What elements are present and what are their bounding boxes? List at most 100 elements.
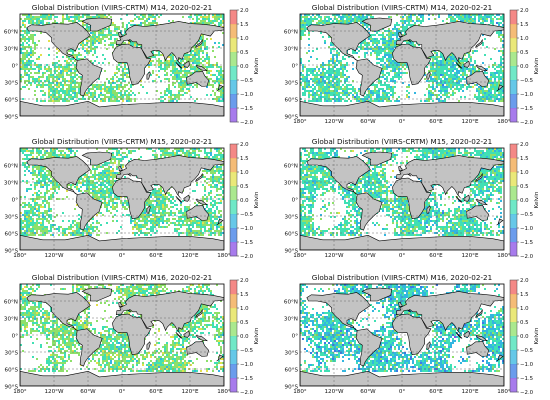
colorbar-tick-label: 2.0 xyxy=(240,142,249,148)
colorbar: 2.0 1.5 1.0 0.5 0.0 −0.5 −1.0 −1.5 −2.0 Kelvin xyxy=(229,278,260,396)
map-panel-5: Global Distribution (VIIRS-CRTM) M16, 20… xyxy=(4,273,260,396)
colorbar-tick-label: 1.5 xyxy=(520,156,529,162)
x-tick-label: 120°E xyxy=(181,253,198,259)
chart-title: Global Distribution (VIIRS-CRTM) M15, 20… xyxy=(312,137,492,146)
colorbar-tick-label: −2.0 xyxy=(520,254,534,260)
y-tick-label: 30°N xyxy=(284,316,298,322)
y-tick-label: 60°N xyxy=(4,163,18,169)
colorbar-tick-label: 1.0 xyxy=(520,36,529,42)
x-tick-label: 120°E xyxy=(461,389,478,395)
y-tick-label: 30°S xyxy=(5,80,19,86)
x-tick-label: 180° xyxy=(217,389,231,395)
y-tick-label: 90°S xyxy=(285,114,299,120)
colorbar-tick-label: −1.5 xyxy=(240,376,253,382)
colorbar-tick-label: −2.0 xyxy=(520,120,534,126)
x-tick-label: 0° xyxy=(399,119,406,125)
y-tick-label: 30°N xyxy=(4,180,18,186)
colorbar-tick-label: 1.5 xyxy=(240,292,249,298)
y-tick-label: 90°S xyxy=(285,248,299,254)
colorbar-tick-label: 0.5 xyxy=(520,184,529,190)
y-tick-label: 60°N xyxy=(4,299,18,305)
y-tick-label: 60°N xyxy=(284,29,298,35)
y-tick-label: 90°S xyxy=(5,384,19,390)
map-panel-6: Global Distribution (VIIRS-CRTM) M16, 20… xyxy=(284,273,540,396)
map-panel-2: Global Distribution (VIIRS-CRTM) M14, 20… xyxy=(284,3,540,126)
y-tick-label: 30°N xyxy=(284,180,298,186)
colorbar: 2.0 1.5 1.0 0.5 0.0 −0.5 −1.0 −1.5 −2.0 Kelvin xyxy=(509,8,540,126)
x-tick-label: 180° xyxy=(293,389,307,395)
map-panel-4: Global Distribution (VIIRS-CRTM) M15, 20… xyxy=(284,137,540,260)
colorbar-tick-label: 0.0 xyxy=(520,64,529,70)
y-tick-label: 60°S xyxy=(285,97,299,103)
colorbar-tick-label: 2.0 xyxy=(520,278,529,284)
x-tick-label: 180° xyxy=(13,389,27,395)
y-tick-label: 0° xyxy=(12,333,19,339)
x-tick-label: 180° xyxy=(497,119,511,125)
colorbar-tick-label: 1.0 xyxy=(520,170,529,176)
y-tick-label: 30°S xyxy=(5,350,19,356)
colorbar-label: Kelvin xyxy=(534,57,540,74)
colorbar-label: Kelvin xyxy=(254,327,260,344)
colorbar-tick-label: 0.5 xyxy=(240,50,249,56)
y-tick-label: 0° xyxy=(292,333,299,339)
x-tick-label: 120°E xyxy=(461,119,478,125)
y-tick-label: 90°S xyxy=(5,248,19,254)
colorbar-tick-label: −1.5 xyxy=(240,240,253,246)
map-panel-1: Global Distribution (VIIRS-CRTM) M14, 20… xyxy=(4,3,260,126)
x-tick-label: 180° xyxy=(13,253,27,259)
colorbar-tick-label: 0.5 xyxy=(240,184,249,190)
y-tick-label: 0° xyxy=(12,197,19,203)
colorbar-tick-label: −0.5 xyxy=(240,212,253,218)
x-tick-label: 120°W xyxy=(324,253,343,259)
colorbar-tick-label: 1.0 xyxy=(240,36,249,42)
map-frame xyxy=(299,283,505,387)
colorbar-tick-label: 1.0 xyxy=(240,306,249,312)
colorbar-tick-label: 1.0 xyxy=(520,306,529,312)
colorbar-tick-label: −1.0 xyxy=(240,362,254,368)
colorbar-tick-label: 2.0 xyxy=(520,142,529,148)
map-frame xyxy=(19,283,225,387)
map-frame xyxy=(19,13,225,117)
colorbar-tick-label: −1.0 xyxy=(240,226,254,232)
y-tick-label: 30°N xyxy=(4,316,18,322)
map-panel-3: Global Distribution (VIIRS-CRTM) M15, 20… xyxy=(4,137,260,260)
x-tick-label: 180° xyxy=(293,119,307,125)
x-tick-label: 120°E xyxy=(461,253,478,259)
gridlines xyxy=(20,284,224,386)
y-tick-label: 60°S xyxy=(5,97,19,103)
x-tick-label: 60°E xyxy=(429,389,443,395)
map-frame xyxy=(299,147,505,251)
x-tick-label: 180° xyxy=(497,389,511,395)
y-tick-label: 0° xyxy=(292,197,299,203)
colorbar-tick-label: −1.5 xyxy=(520,240,533,246)
colorbar-tick-label: −1.0 xyxy=(520,226,534,232)
land-masses xyxy=(300,151,504,250)
colorbar-tick-label: −1.5 xyxy=(520,106,533,112)
colorbar-tick-label: −0.5 xyxy=(520,212,533,218)
x-tick-label: 180° xyxy=(217,253,231,259)
y-tick-label: 0° xyxy=(292,63,299,69)
chart-title: Global Distribution (VIIRS-CRTM) M15, 20… xyxy=(32,137,212,146)
colorbar-tick-label: −1.0 xyxy=(520,362,534,368)
colorbar-tick-label: −1.5 xyxy=(240,106,253,112)
x-tick-label: 60°W xyxy=(80,253,96,259)
colorbar-tick-label: −0.5 xyxy=(520,78,533,84)
y-tick-label: 30°N xyxy=(284,46,298,52)
y-tick-label: 30°S xyxy=(5,214,19,220)
y-tick-label: 60°S xyxy=(5,231,19,237)
colorbar-label: Kelvin xyxy=(254,57,260,74)
colorbar: 2.0 1.5 1.0 0.5 0.0 −0.5 −1.0 −1.5 −2.0 Kelvin xyxy=(509,142,540,260)
y-tick-label: 60°N xyxy=(284,299,298,305)
colorbar-tick-label: 2.0 xyxy=(240,278,249,284)
y-tick-label: 30°S xyxy=(285,350,299,356)
colorbar-tick-label: −0.5 xyxy=(240,78,253,84)
x-tick-label: 120°W xyxy=(44,253,63,259)
gridlines xyxy=(20,148,224,250)
x-tick-label: 120°E xyxy=(181,389,198,395)
colorbar-tick-label: −1.0 xyxy=(520,92,534,98)
chart-title: Global Distribution (VIIRS-CRTM) M14, 20… xyxy=(312,3,492,12)
colorbar-tick-label: 0.0 xyxy=(520,334,529,340)
colorbar-tick-label: 0.5 xyxy=(520,50,529,56)
colorbar-tick-label: 0.5 xyxy=(240,320,249,326)
